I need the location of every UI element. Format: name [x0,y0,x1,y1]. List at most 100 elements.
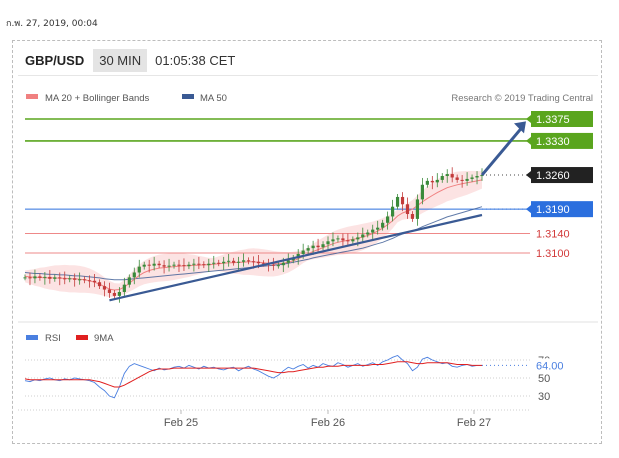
candle-body [73,278,77,280]
candle-body [445,174,449,177]
legend-9ma-swatch [76,335,88,340]
candle-body [311,245,315,249]
candle-body [107,289,112,293]
candle-body [306,248,310,251]
level-labels: 1.3375 1.3330 1.3260 1.3190 1.3140 1.3100 [526,111,593,260]
bollinger-band-area [25,170,482,298]
level-label-1.3330: 1.3330 [536,136,570,148]
x-tick-label: Feb 26 [311,417,345,429]
candle-body [356,237,360,240]
rsi-legend: RSI 9MA [26,333,114,344]
candle-body [460,179,464,181]
candle-body [346,240,350,242]
candle-body [137,266,141,273]
candle-body [132,272,136,278]
candle-body [475,176,479,178]
candle-body [68,278,72,280]
legend-ma20-label: MA 20 + Bollinger Bands [45,93,150,104]
level-badge-pointer-1.3330 [526,136,531,145]
forecast-arrow-shaft [480,126,524,177]
candle-body [222,261,226,264]
legend-rsi-label: RSI [45,333,61,344]
rsi-line [24,354,482,399]
legend-ma50-label: MA 50 [200,93,227,104]
candle-body [276,265,280,267]
candle-body [316,245,320,248]
rsi-lines [24,354,530,399]
candle-body [301,250,305,254]
candle-body [480,175,484,177]
level-badge-1.3190 [531,201,593,218]
legend-9ma-label: 9MA [94,333,114,344]
candle-body [58,277,62,279]
candle-body [43,276,47,278]
support-trendline [109,213,483,302]
candle-body [420,184,424,200]
candle-body [415,199,420,219]
candle-body [261,263,266,265]
trend-annotations [109,121,526,302]
candle-body [38,276,42,278]
price-legend: MA 20 + Bollinger Bands MA 50 Research ©… [26,93,593,104]
level-label-1.3260: 1.3260 [536,170,570,182]
level-label-1.3100: 1.3100 [536,248,570,260]
candle-body [197,263,201,265]
candle-body [470,177,474,179]
chart-frame [12,40,602,444]
candle-body [97,282,102,287]
bollinger-band [25,170,482,298]
candle-body [390,206,395,217]
candle-body [112,292,117,296]
candle-body [331,239,335,242]
candle-body [251,261,256,263]
level-badge-pointer-1.3375 [526,115,531,123]
candle-body [83,279,87,281]
candle-body [177,264,181,266]
legend-rsi-swatch [26,335,38,340]
level-badge-1.3375 [531,111,593,127]
candle-body [321,244,325,248]
candles [23,167,484,303]
candle-body [366,232,370,235]
candle-body [256,261,261,264]
chart-header: GBP/USD 30 MIN 01:05:38 CET [20,47,243,73]
symbol-label[interactable]: GBP/USD [25,52,85,68]
level-badge-pointer-1.3260 [526,171,531,180]
rsi-tick-30: 30 [538,391,550,403]
candle-body [48,276,52,279]
candle-body [440,176,444,180]
rsi-tick-50: 50 [538,373,550,385]
candle-body [361,234,365,238]
candle-body [455,177,459,180]
level-label-1.3375: 1.3375 [536,114,570,126]
candle-body [207,263,211,266]
candle-body [167,265,171,267]
candle-body [381,222,385,228]
candle-body [182,265,186,267]
rsi-ma9-line [24,361,482,388]
level-badge-1.3330 [531,132,593,149]
candle-body [87,280,92,282]
candle-body [246,260,251,262]
candle-body [127,277,131,285]
credit-label: Research © 2019 Trading Central [451,93,593,104]
forecast-arrow-head [514,121,526,134]
legend-ma50-swatch [182,94,194,99]
header-divider [18,75,598,76]
candle-body [157,263,161,266]
candle-body [28,277,32,279]
candle-body [271,264,275,266]
candle-body [102,286,107,290]
candle-body [192,263,196,265]
candle-body [152,263,156,266]
candle-body [336,238,340,240]
candle-body [142,264,146,267]
x-axis-ticks: Feb 25 Feb 26 Feb 27 [164,410,491,429]
candle-body [465,178,469,181]
candle-body [212,262,216,264]
clock-label: 01:05:38 CET [155,52,236,68]
x-tick-label: Feb 27 [457,417,491,429]
candle-body [435,179,439,183]
timeframe-button[interactable]: 30 MIN [93,48,148,72]
candle-body [371,229,375,233]
